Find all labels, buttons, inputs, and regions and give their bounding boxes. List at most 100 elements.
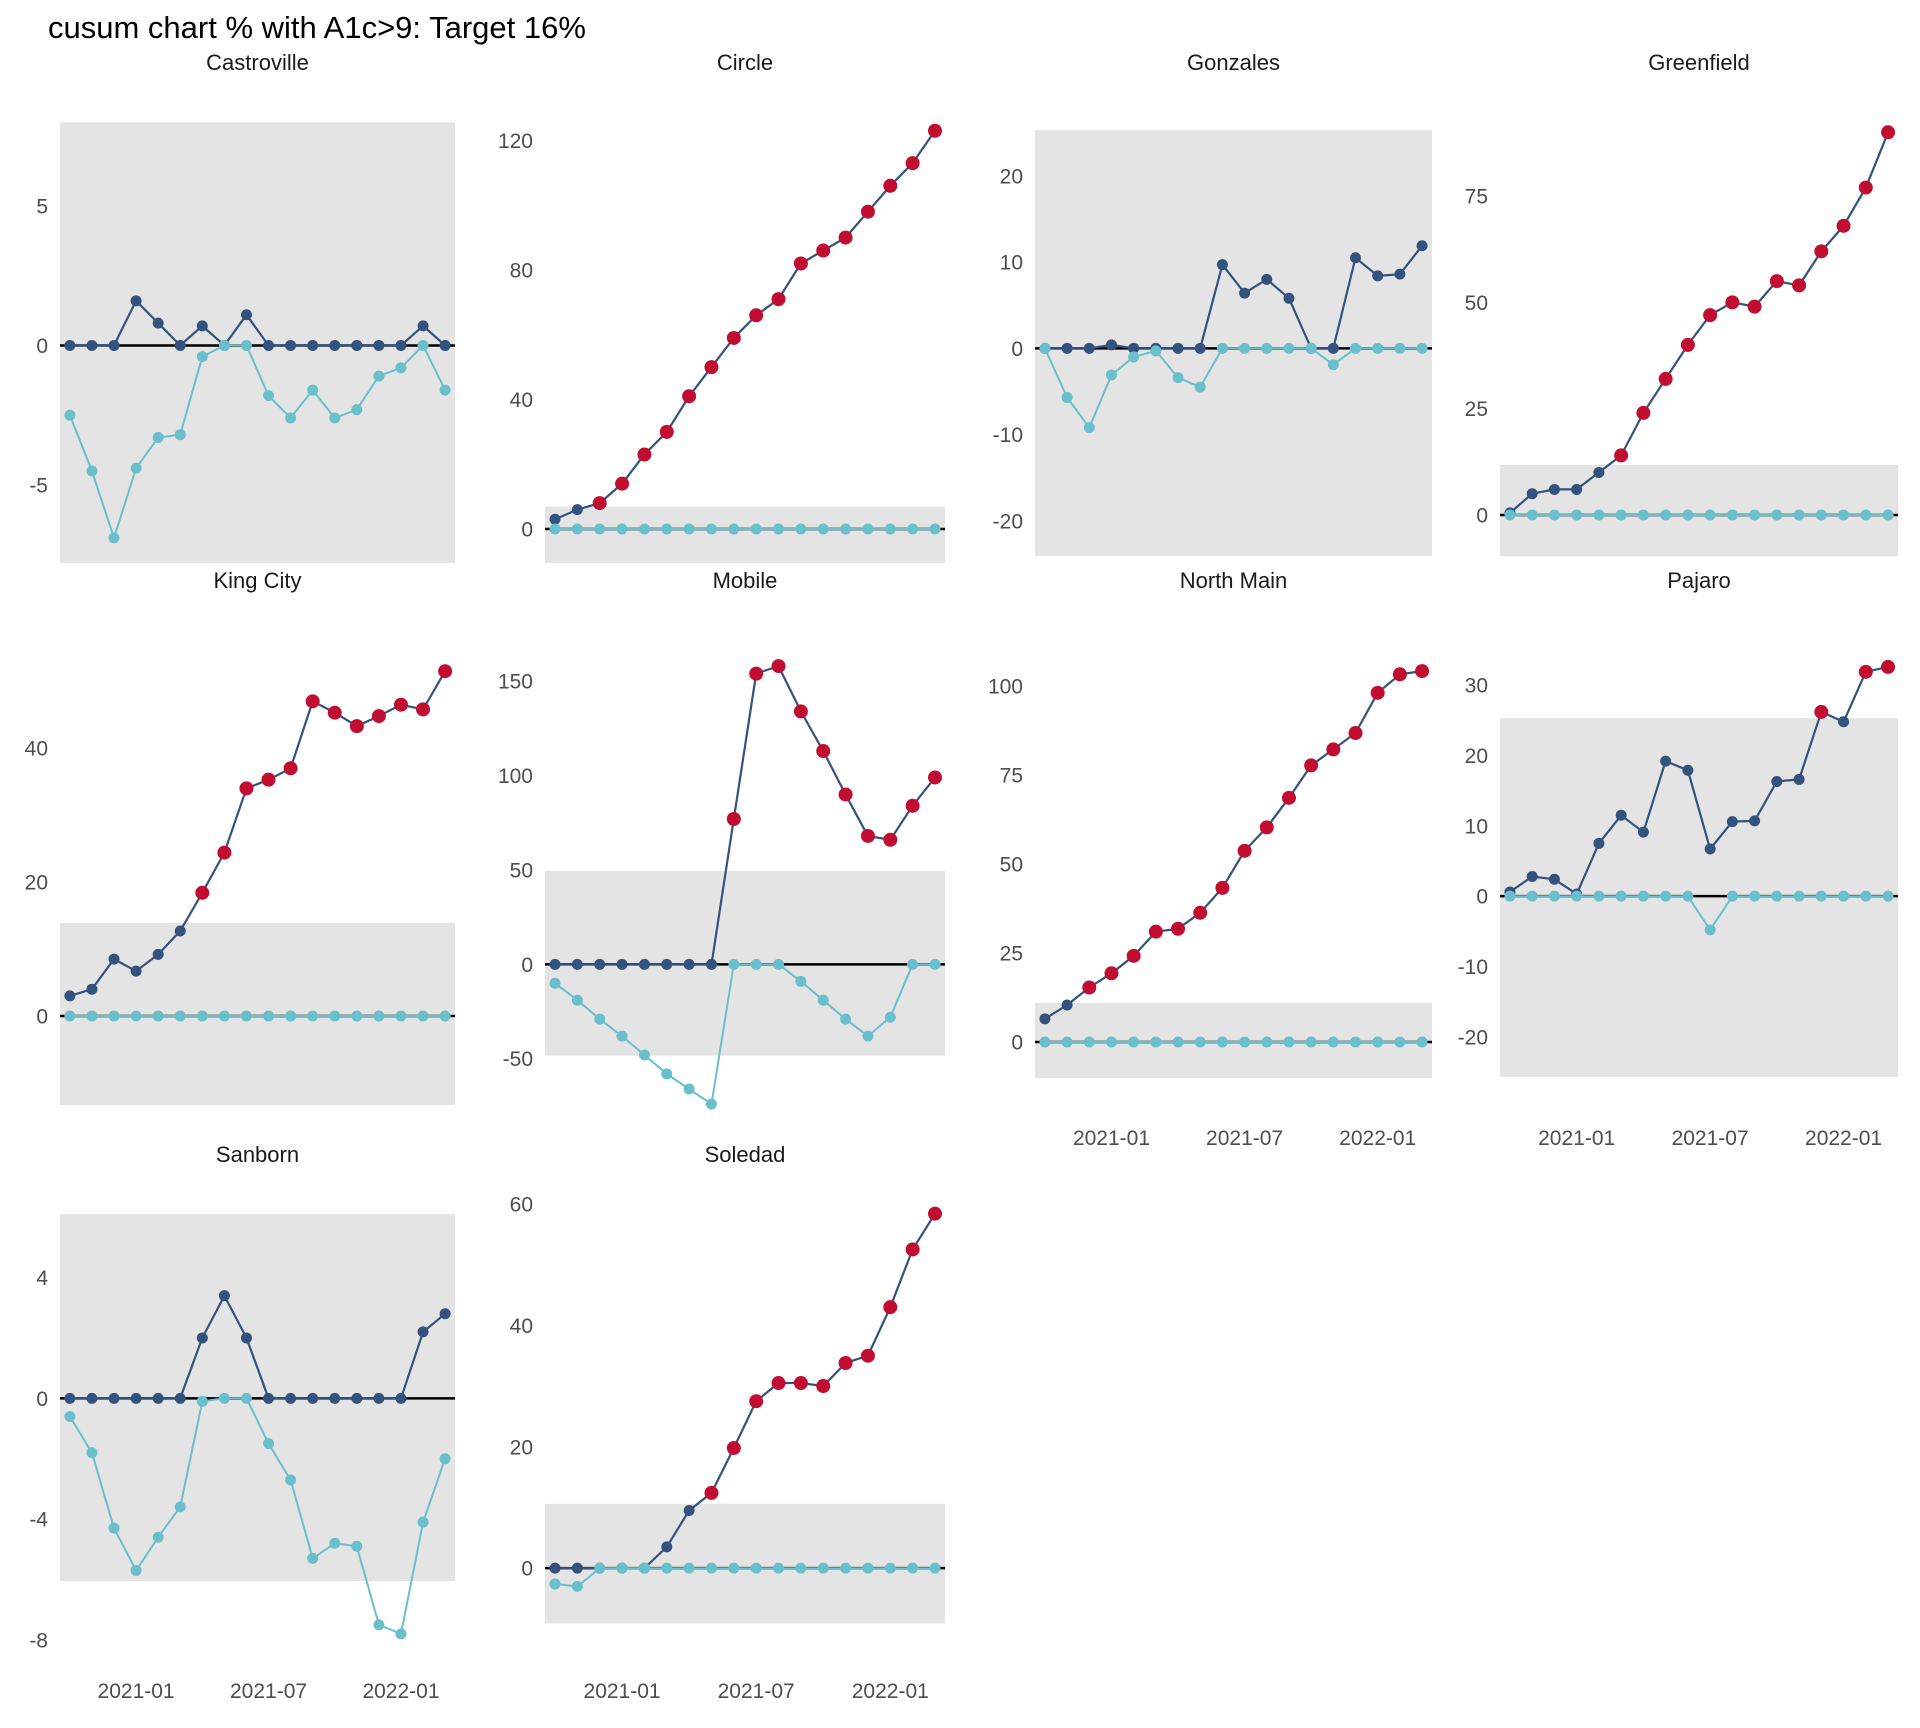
signal-point [1614,448,1629,463]
facet-plot: 30 20 10 0 -10 -20 2021-01 2021-07 2022-01 [1458,659,1898,1150]
y-tick-label: 75 [1000,765,1023,788]
facet-title: Gonzales [1187,50,1280,75]
lower-cusum-point [1838,509,1850,521]
upper-cusum-point [1416,240,1428,252]
lower-cusum-point [196,351,208,363]
lower-cusum-point [108,532,120,544]
lower-cusum-point [638,1049,650,1061]
upper-cusum-point [571,1562,583,1574]
upper-cusum-point [152,948,164,960]
lower-cusum-point [1194,1036,1206,1048]
lower-cusum-point [1372,1036,1384,1048]
upper-cusum-point [1571,483,1583,495]
lower-cusum-point [549,1578,561,1590]
lower-cusum-point [329,1537,341,1549]
lower-cusum-point [1504,890,1516,902]
lower-cusum-point [1615,890,1627,902]
lower-cusum-point [174,1010,186,1022]
lower-cusum-point [1128,351,1140,363]
signal-point [1392,667,1407,682]
y-tick-label: -10 [1458,956,1488,979]
y-tick-label: 0 [1011,1031,1023,1054]
lower-cusum-point [817,994,829,1006]
upper-cusum-point [285,1392,297,1404]
signal-point [261,772,276,787]
y-tick-label: -10 [993,424,1023,447]
lower-cusum-point [1637,509,1649,521]
signal-point [860,204,875,219]
upper-cusum-point [1194,342,1206,354]
y-tick-label: 100 [988,676,1023,699]
lower-cusum-point [929,523,941,535]
signal-point [1259,820,1274,835]
upper-cusum-point [616,958,628,970]
lower-cusum-point [728,1562,740,1574]
signal-point [615,476,630,491]
x-tick-label: 2021-01 [1538,1127,1615,1150]
control-limit-band [1035,130,1432,557]
lower-cusum-point [817,1562,829,1574]
upper-cusum-point [307,339,319,351]
y-tick-label: 4 [36,1267,48,1290]
signal-point [637,447,652,462]
signal-point [771,1376,786,1391]
lower-cusum-point [683,1083,695,1095]
signal-point [1858,180,1873,195]
upper-cusum-point [571,504,583,516]
upper-cusum-point [1128,342,1140,354]
signal-point [928,123,942,138]
facet-title: Sanborn [215,1142,300,1167]
upper-cusum-point [64,1392,76,1404]
lower-cusum-point [1105,1036,1117,1048]
y-tick-label: -50 [503,1048,533,1071]
upper-cusum-point [1749,815,1761,827]
lower-cusum-point [108,1522,120,1534]
y-tick-label: 40 [510,389,533,412]
lower-cusum-point [373,1010,385,1022]
lower-cusum-point [285,1010,297,1022]
y-tick-label: 40 [25,738,48,761]
signal-point [371,709,386,724]
signal-point [1658,371,1673,386]
lower-cusum-point [1039,342,1051,354]
signal-point [726,811,741,826]
lower-cusum-point [1593,890,1605,902]
lower-cusum-point [1860,509,1872,521]
signal-point [704,360,719,375]
lower-cusum-point [571,1580,583,1592]
lower-cusum-point [1571,509,1583,521]
upper-cusum-point [1660,755,1672,767]
signal-point [1304,758,1319,773]
x-tick-label: 2021-01 [98,1680,175,1703]
x-tick-label: 2022-01 [1339,1127,1416,1150]
signal-point [682,389,697,404]
upper-cusum-point [1704,843,1716,855]
signal-point [905,1242,920,1257]
y-tick-label: 0 [36,1005,48,1028]
signal-point [1636,405,1651,420]
upper-cusum-point [329,339,341,351]
lower-cusum-point [1261,1036,1273,1048]
lower-cusum-point [594,1013,606,1025]
signal-point [793,1376,808,1391]
control-limit-band [60,922,455,1105]
facet-title: Castroville [206,50,309,75]
lower-cusum-point [929,1562,941,1574]
upper-cusum-line [554,130,936,521]
y-tick-label: 25 [1000,943,1023,966]
upper-cusum-point [1172,342,1184,354]
y-tick-label: 10 [1000,252,1023,275]
y-tick-label: 75 [1465,186,1488,209]
lower-cusum-point [1660,509,1672,521]
signal-point [659,424,674,439]
signal-point [1814,704,1829,719]
upper-cusum-point [1350,252,1362,264]
upper-cusum-point [64,990,76,1002]
upper-cusum-point [1593,837,1605,849]
upper-cusum-point [1261,273,1273,285]
lower-cusum-point [1128,1036,1140,1048]
signal-point [1370,685,1385,700]
control-limit-band [545,506,945,563]
upper-cusum-point [108,1392,120,1404]
y-tick-label: 20 [1465,745,1488,768]
